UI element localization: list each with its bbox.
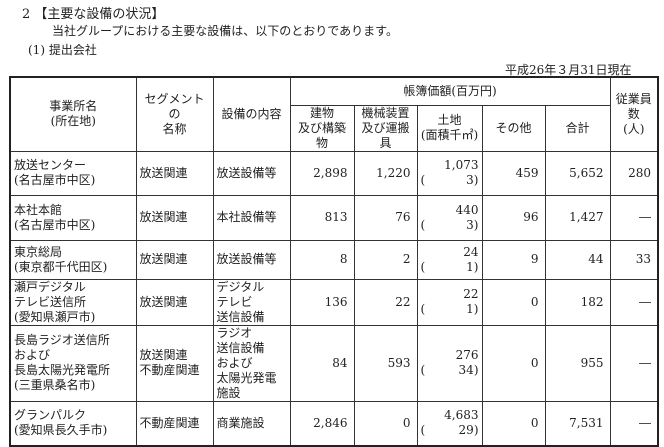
cell-office: 東京総局 (東京都千代田区) xyxy=(9,239,137,280)
cell-other: 0 xyxy=(481,400,546,447)
table-row: グランパルク (愛知県長久手市) 不動産関連 商業施設 2,846 0 4,683… xyxy=(9,400,659,447)
header-book-value: 帳簿価額(百万円) xyxy=(289,76,611,106)
cell-other: 459 xyxy=(481,150,546,196)
header-segment: セグメントの 名称 xyxy=(135,76,214,152)
cell-office: グランパルク (愛知県長久手市) xyxy=(9,400,137,447)
cell-land: 1,073(3) xyxy=(416,150,483,196)
cell-segment: 放送関連 xyxy=(135,150,214,196)
cell-employees: 280 xyxy=(609,150,659,196)
cell-machinery: 0 xyxy=(353,400,418,447)
header-machinery: 機械装置 及び運搬具 xyxy=(353,104,418,152)
header-total: 合計 xyxy=(544,104,611,152)
cell-employees: ― xyxy=(609,194,659,241)
cell-equipment: ラジオ 送信設備 および 太陽光発電 施設 xyxy=(212,324,291,402)
cell-segment: 放送関連 不動産関連 xyxy=(135,324,214,402)
table-row: 東京総局 (東京都千代田区) 放送関連 放送設備等 8 2 24(1) 9 44 … xyxy=(9,239,659,280)
cell-machinery: 76 xyxy=(353,194,418,241)
cell-segment: 放送関連 xyxy=(135,194,214,241)
table-row: 本社本館 (名古屋市中区) 放送関連 本社設備等 813 76 440(3) 96… xyxy=(9,194,659,241)
header-employees: 従業員数 (人) xyxy=(609,76,659,152)
cell-buildings: 813 xyxy=(289,194,355,241)
subsection-title: (1) 提出会社 xyxy=(28,43,97,57)
cell-total: 955 xyxy=(544,324,611,402)
intro-text: 当社グループにおける主要な設備は、以下のとおりであります。 xyxy=(52,24,398,38)
cell-total: 44 xyxy=(544,239,611,280)
cell-equipment: 本社設備等 xyxy=(212,194,291,241)
cell-land: 276(34) xyxy=(416,324,483,402)
cell-office: 瀬戸デジタル テレビ送信所 (愛知県瀬戸市) xyxy=(9,278,137,326)
as-of-date: 平成26年３月31日現在 xyxy=(505,63,632,77)
cell-buildings: 84 xyxy=(289,324,355,402)
cell-equipment: 商業施設 xyxy=(212,400,291,447)
cell-total: 1,427 xyxy=(544,194,611,241)
cell-buildings: 2,898 xyxy=(289,150,355,196)
cell-total: 182 xyxy=(544,278,611,326)
cell-other: 0 xyxy=(481,278,546,326)
cell-total: 7,531 xyxy=(544,400,611,447)
cell-other: 0 xyxy=(481,324,546,402)
cell-office: 本社本館 (名古屋市中区) xyxy=(9,194,137,241)
cell-land: 24(1) xyxy=(416,239,483,280)
cell-employees: ― xyxy=(609,324,659,402)
cell-machinery: 22 xyxy=(353,278,418,326)
cell-machinery: 1,220 xyxy=(353,150,418,196)
cell-equipment: 放送設備等 xyxy=(212,150,291,196)
cell-segment: 放送関連 xyxy=(135,278,214,326)
cell-employees: 33 xyxy=(609,239,659,280)
header-other: その他 xyxy=(481,104,546,152)
cell-other: 9 xyxy=(481,239,546,280)
cell-buildings: 2,846 xyxy=(289,400,355,447)
cell-land: 22(1) xyxy=(416,278,483,326)
cell-other: 96 xyxy=(481,194,546,241)
cell-machinery: 593 xyxy=(353,324,418,402)
header-office: 事業所名 (所在地) xyxy=(9,76,137,152)
table-row: 瀬戸デジタル テレビ送信所 (愛知県瀬戸市) 放送関連 デジタル テレビ 送信設備 13… xyxy=(9,278,659,326)
cell-office: 長島ラジオ送信所 および 長島太陽光発電所 (三重県桑名市) xyxy=(9,324,137,402)
cell-equipment: デジタル テレビ 送信設備 xyxy=(212,278,291,326)
cell-employees: ― xyxy=(609,400,659,447)
cell-employees: ― xyxy=(609,278,659,326)
equipment-table: 事業所名 (所在地) セグメントの 名称 設備の内容 帳簿価額(百万円) 従業員数(… xyxy=(9,76,659,447)
cell-office: 放送センター (名古屋市中区) xyxy=(9,150,137,196)
cell-land: 440(3) xyxy=(416,194,483,241)
cell-buildings: 136 xyxy=(289,278,355,326)
table-row: 放送センター (名古屋市中区) 放送関連 放送設備等 2,898 1,220 1,… xyxy=(9,150,659,196)
cell-total: 5,652 xyxy=(544,150,611,196)
header-equipment: 設備の内容 xyxy=(212,76,291,152)
section-title: 2 【主要な設備の状況】 xyxy=(22,7,165,22)
header-land: 土地 (面積千㎡) xyxy=(416,104,483,152)
cell-segment: 放送関連 xyxy=(135,239,214,280)
cell-equipment: 放送設備等 xyxy=(212,239,291,280)
cell-segment: 不動産関連 xyxy=(135,400,214,447)
header-buildings: 建物 及び構築物 xyxy=(289,104,355,152)
cell-land: 4,683(29) xyxy=(416,400,483,447)
table-row: 長島ラジオ送信所 および 長島太陽光発電所 (三重県桑名市) 放送関連 不動産関連 ラジ… xyxy=(9,324,659,402)
cell-machinery: 2 xyxy=(353,239,418,280)
cell-buildings: 8 xyxy=(289,239,355,280)
